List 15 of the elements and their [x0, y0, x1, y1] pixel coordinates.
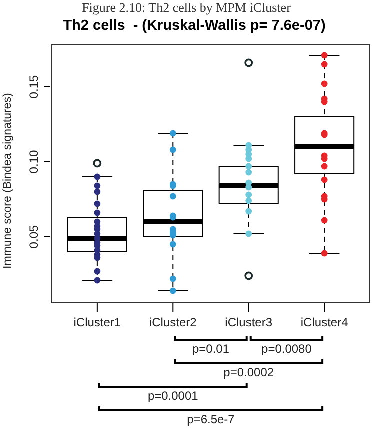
text: p=0.01	[192, 342, 230, 356]
text: p=0.0002	[224, 366, 274, 380]
x-tick-label: iCluster2	[149, 316, 198, 330]
text: p=6.5e-7	[187, 412, 236, 426]
caption: Figure 2.10: Th2 cells by MPM iCluster	[81, 0, 292, 16]
x-tick-label: iCluster3	[225, 316, 273, 330]
chart-title: Th2 cells - (Kruskal-Wallis p= 7.6e-07)	[62, 17, 327, 36]
text: p=0.0080	[262, 342, 312, 356]
y-tick-label: 0.15	[27, 75, 41, 99]
text: p=0.0001	[148, 389, 199, 403]
x-tick-label: iCluster4	[300, 316, 349, 330]
x-tick-label: iCluster1	[74, 316, 122, 330]
y-tick-label: 0.05	[27, 225, 41, 249]
y-axis-title: Immune score (Bindea signatures)	[2, 93, 14, 269]
y-tick-label: 0.10	[27, 150, 41, 174]
